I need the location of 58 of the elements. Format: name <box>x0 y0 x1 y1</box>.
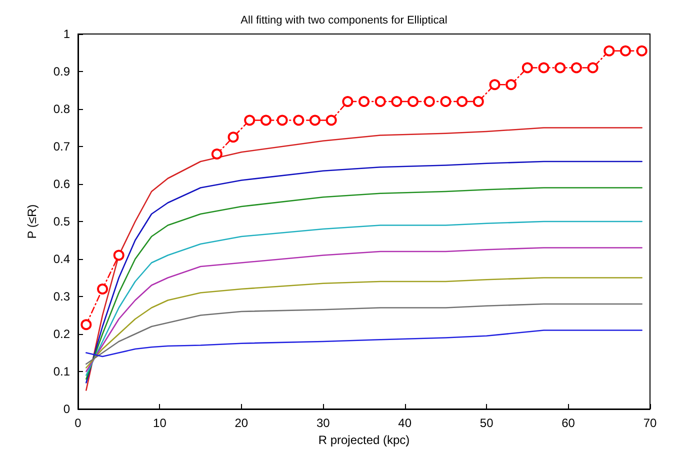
line-series <box>86 277 642 368</box>
y-tick-label: 1 <box>63 27 70 41</box>
y-tick-label: 0.7 <box>53 140 70 154</box>
point <box>522 62 533 74</box>
point <box>97 284 108 294</box>
point <box>228 132 239 143</box>
point <box>472 96 484 107</box>
line-series <box>86 330 642 358</box>
point <box>374 96 386 107</box>
x-tick-label: 20 <box>234 416 248 430</box>
line-series <box>86 220 642 376</box>
x-tick-label: 70 <box>643 416 657 430</box>
point <box>260 114 272 126</box>
point <box>554 62 566 74</box>
line-series <box>86 247 642 372</box>
point <box>408 96 419 107</box>
point <box>391 96 402 107</box>
x-tick-label: 30 <box>316 416 330 430</box>
point <box>276 114 288 126</box>
point <box>80 319 92 330</box>
point <box>636 45 648 56</box>
point <box>342 96 354 107</box>
point <box>293 114 304 126</box>
point <box>424 96 435 107</box>
point <box>440 96 452 107</box>
point <box>587 62 598 74</box>
y-tick-label: 0.9 <box>53 64 70 78</box>
point <box>244 114 256 126</box>
chart-title: All fitting with two components for Elliptical <box>240 14 448 26</box>
point <box>211 148 222 160</box>
y-tick-label: 0.4 <box>53 252 70 266</box>
y-tick-label: 0.2 <box>53 327 70 341</box>
y-tick-label: 0.5 <box>53 214 70 228</box>
point <box>538 62 550 74</box>
y-tick-label: 0.8 <box>53 102 70 116</box>
x-tick-label: 40 <box>398 416 412 430</box>
x-tick-label: 10 <box>153 416 167 430</box>
x-tick-label: 50 <box>480 416 494 430</box>
y-tick-label: 0.1 <box>53 364 70 378</box>
y-tick-label: 0.6 <box>53 177 70 191</box>
y-axis-title: P (≤R) <box>25 204 39 239</box>
y-tick-label: 0 <box>63 402 70 416</box>
point <box>113 250 124 261</box>
y-tick-label: 0.3 <box>53 290 70 304</box>
point <box>570 62 582 74</box>
point <box>604 45 615 56</box>
point <box>506 79 517 90</box>
point <box>489 79 500 90</box>
x-axis-title: R projected (kpc) <box>318 432 410 447</box>
line-series <box>86 127 642 391</box>
point <box>358 96 370 107</box>
point <box>309 114 320 126</box>
x-tick-label: 60 <box>562 416 576 430</box>
point <box>620 45 631 56</box>
point <box>456 96 468 107</box>
line-series <box>86 303 642 365</box>
x-tick-label: 0 <box>74 416 82 430</box>
point <box>326 114 337 126</box>
